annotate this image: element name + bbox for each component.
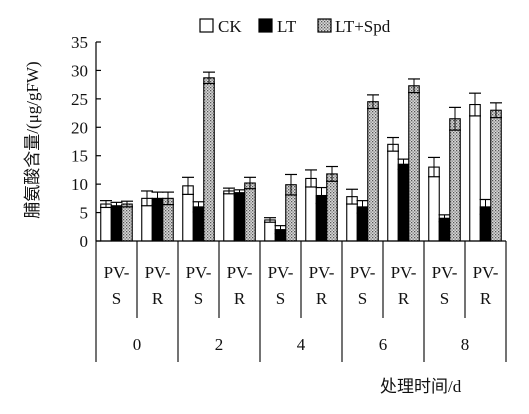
bar-ck	[469, 103, 481, 242]
error-bar-lt	[192, 201, 205, 213]
legend-swatch-lt-spd	[317, 18, 332, 33]
y-tick-label: 10	[71, 175, 88, 194]
error-bar-lt-spd	[203, 71, 215, 85]
y-tick-label: 20	[71, 118, 88, 137]
error-bar-ck	[387, 136, 399, 152]
bar-lt	[233, 192, 246, 242]
y-axis-title: 脯氨酸含量/(μg/gFW)	[23, 61, 42, 218]
error-bar-ck	[305, 169, 317, 188]
bar-ck	[264, 219, 276, 242]
day-label: 2	[215, 335, 224, 354]
legend-swatch-ck	[199, 18, 214, 33]
error-bar-lt	[397, 158, 410, 170]
error-bar-ck	[141, 190, 153, 207]
y-tick-label: 0	[80, 232, 89, 251]
bar-lt-spd	[121, 203, 133, 242]
category-label: PV-R	[391, 263, 417, 308]
error-bar-ck	[346, 188, 358, 205]
y-axis: 0 5 10 15 20 25 30 35	[71, 33, 101, 251]
legend-label-lt-spd: LT+Spd	[335, 17, 391, 36]
error-bar-ck	[428, 156, 440, 178]
category-label: PV-S	[350, 263, 376, 308]
day-label: 6	[379, 335, 388, 354]
bar-lt-spd	[490, 109, 502, 242]
error-bar-lt	[110, 201, 123, 210]
y-tick-label: 35	[71, 33, 88, 52]
x-axis-title: 处理时间/d	[380, 377, 462, 396]
error-bar-lt-spd	[408, 78, 420, 94]
error-bar-lt-spd	[367, 94, 379, 110]
error-bar-lt-spd	[121, 200, 133, 208]
error-bar-ck	[100, 200, 112, 209]
plot-area	[100, 71, 502, 242]
y-tick-label: 15	[71, 147, 88, 166]
error-bar-lt	[233, 189, 246, 197]
bar-lt	[397, 163, 410, 242]
error-bar-lt-spd	[162, 191, 174, 206]
day-label: 0	[133, 335, 142, 354]
bar-lt-spd	[449, 118, 461, 242]
bar-ck	[223, 190, 235, 242]
bar-ck	[305, 177, 317, 242]
error-bar-lt-spd	[490, 102, 502, 119]
category-label: PV-S	[104, 263, 130, 308]
error-bar-ck	[469, 92, 481, 117]
bar-ck	[100, 203, 112, 242]
legend-swatch-lt	[258, 18, 273, 33]
category-label: PV-R	[473, 263, 499, 308]
bar-lt	[110, 205, 123, 242]
bar-lt-spd	[244, 182, 256, 242]
bar-ck	[387, 143, 399, 242]
y-tick-label: 30	[71, 61, 88, 80]
error-bar-lt-spd	[449, 106, 461, 131]
category-label: PV-S	[186, 263, 212, 308]
category-label: PV-R	[227, 263, 253, 308]
day-label: 8	[461, 335, 470, 354]
error-bar-lt-spd	[244, 176, 256, 190]
error-bar-ck	[264, 217, 276, 223]
bar-lt-spd	[326, 173, 338, 242]
category-label: PV-R	[145, 263, 171, 308]
error-bar-ck	[223, 187, 235, 195]
error-bar-lt	[356, 200, 369, 214]
error-bar-lt	[315, 186, 328, 205]
error-bar-lt	[274, 225, 287, 235]
bar-lt-spd	[203, 77, 215, 242]
legend-label-ck: CK	[218, 17, 242, 36]
category-label: PV-R	[309, 263, 335, 308]
error-bar-lt-spd	[285, 173, 297, 196]
error-bar-ck	[182, 176, 194, 195]
error-bar-lt	[151, 191, 164, 206]
day-label: 4	[297, 335, 306, 354]
bar-lt-spd	[408, 85, 420, 242]
legend-label-lt: LT	[277, 17, 297, 36]
category-label: PV-S	[432, 263, 458, 308]
y-tick-label: 5	[80, 204, 89, 223]
y-tick-label: 25	[71, 90, 88, 109]
error-bar-lt	[479, 198, 492, 215]
legend: CK LT LT+Spd	[199, 17, 391, 36]
error-bar-lt	[438, 214, 451, 223]
x-axis: PV-S PV-R PV-S PV-R PV-S PV-R PV-S PV-R PV-S PV-R…	[95, 240, 507, 362]
bar-lt-spd	[367, 101, 379, 242]
error-bar-lt-spd	[326, 165, 338, 182]
category-label: PV-S	[268, 263, 294, 308]
bar-ck	[428, 166, 440, 242]
